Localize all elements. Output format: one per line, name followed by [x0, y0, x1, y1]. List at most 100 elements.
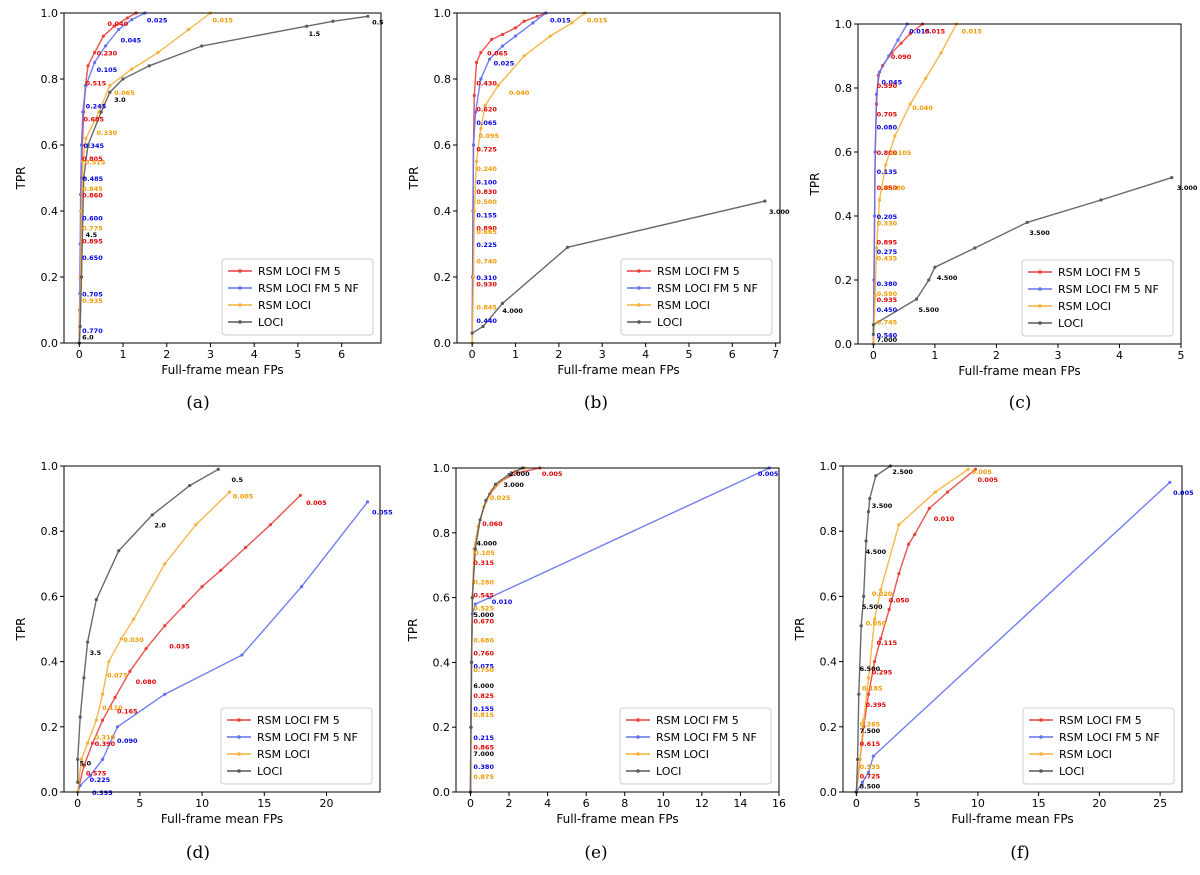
data-point	[147, 64, 151, 68]
data-label: 0.845	[82, 185, 103, 193]
y-tick-label: 0.4	[835, 210, 853, 223]
data-label: 0.005	[758, 470, 779, 478]
data-label: 0.080	[877, 123, 898, 131]
x-tick-label: 0	[870, 349, 877, 362]
data-label: 0.665	[476, 228, 497, 236]
y-tick-label: 0.6	[434, 139, 452, 152]
y-tick-label: 0.4	[820, 656, 838, 669]
data-point	[108, 84, 112, 88]
data-label: 6.000	[473, 682, 494, 690]
data-label: 0.935	[82, 297, 103, 305]
data-label: 6.500	[860, 665, 881, 673]
data-point	[927, 506, 931, 510]
x-tick-label: 2	[993, 349, 1000, 362]
legend-box	[220, 707, 373, 785]
data-label: 0.650	[82, 254, 103, 262]
data-point	[879, 637, 883, 641]
data-point	[108, 90, 112, 94]
x-tick-label: 2	[555, 348, 562, 361]
data-point	[871, 332, 875, 336]
data-point	[81, 110, 85, 114]
panel-label: (c)	[1009, 393, 1032, 413]
plot-frame	[842, 465, 1183, 793]
data-label: 0.215	[473, 734, 494, 742]
data-point	[565, 245, 570, 249]
y-tick-label: 0.8	[835, 82, 853, 95]
data-label: 0.395	[866, 701, 887, 709]
chart-panel-6: 2.500 0.0050.0050.0053.5000.0104.5000.020…	[793, 460, 1194, 863]
x-tick-label: 15	[1032, 797, 1046, 810]
data-point	[522, 54, 526, 58]
data-label: 0.295	[872, 668, 893, 676]
data-point	[188, 483, 192, 488]
x-tick-label: 5	[294, 348, 301, 361]
data-point	[187, 27, 191, 32]
data-point	[473, 547, 477, 551]
data-label: 0.065	[114, 89, 135, 97]
data-label: 0.750	[473, 666, 494, 674]
data-point	[866, 770, 871, 775]
data-point	[200, 585, 204, 589]
data-label: 0.245	[86, 102, 107, 110]
x-tick-label: 8	[621, 797, 628, 810]
data-point	[927, 278, 931, 282]
data-point	[479, 77, 483, 81]
x-tick-label: 4	[1116, 349, 1123, 362]
data-label: 0.025	[490, 494, 511, 502]
data-label: 0.600	[82, 215, 103, 223]
data-label: 0.515	[86, 79, 107, 87]
data-label: 0.005	[1173, 489, 1194, 497]
data-label: 0.065	[476, 119, 497, 127]
legend-marker	[237, 718, 241, 722]
data-point	[76, 757, 80, 762]
legend-marker	[1039, 769, 1043, 773]
legend-marker	[636, 735, 640, 739]
data-point	[874, 92, 879, 96]
data-label: 0.105	[474, 549, 495, 557]
legend-item: RSM LOCI FM 5 NF	[257, 731, 358, 744]
data-point	[474, 60, 479, 65]
data-point	[194, 523, 198, 527]
y-tick-label: 0.2	[835, 274, 853, 287]
data-point	[100, 757, 105, 762]
data-point	[474, 159, 479, 164]
data-label: 0.045	[882, 79, 903, 87]
data-point	[872, 278, 876, 282]
y-tick-label: 1.0	[41, 7, 59, 20]
plot-frame	[857, 23, 1182, 345]
legend-item: RSM LOCI FM 5	[1058, 266, 1141, 279]
data-point	[79, 275, 84, 279]
data-point	[500, 44, 505, 48]
data-label: 0.090	[891, 53, 912, 61]
data-label: 0.075	[107, 672, 128, 680]
data-label: 0.095	[479, 132, 500, 140]
data-point	[244, 545, 248, 550]
y-tick-label: 0.0	[433, 786, 451, 799]
data-point	[86, 741, 90, 745]
x-tick-label: 0	[74, 797, 81, 810]
data-point	[866, 510, 871, 514]
data-point	[500, 301, 505, 305]
data-point	[855, 757, 860, 762]
data-point	[84, 136, 88, 140]
data-point	[1099, 198, 1103, 202]
data-point	[298, 493, 302, 497]
data-label: 7.500	[860, 727, 881, 735]
y-tick-label: 0.0	[820, 786, 838, 799]
data-label: 0.015	[587, 17, 608, 25]
data-point	[877, 70, 882, 74]
x-tick-label: 1	[512, 348, 519, 361]
y-tick-label: 0.0	[41, 337, 59, 350]
data-label: 3.500	[872, 502, 893, 510]
data-point	[868, 497, 872, 501]
data-point	[163, 624, 167, 628]
data-point	[896, 38, 900, 42]
data-label: 0.310	[476, 274, 497, 282]
data-point	[513, 26, 518, 30]
data-point	[93, 51, 97, 55]
data-point	[240, 653, 244, 657]
data-point	[481, 324, 485, 329]
data-point	[897, 571, 901, 576]
data-label: 0.485	[83, 175, 104, 183]
data-point	[933, 265, 937, 269]
